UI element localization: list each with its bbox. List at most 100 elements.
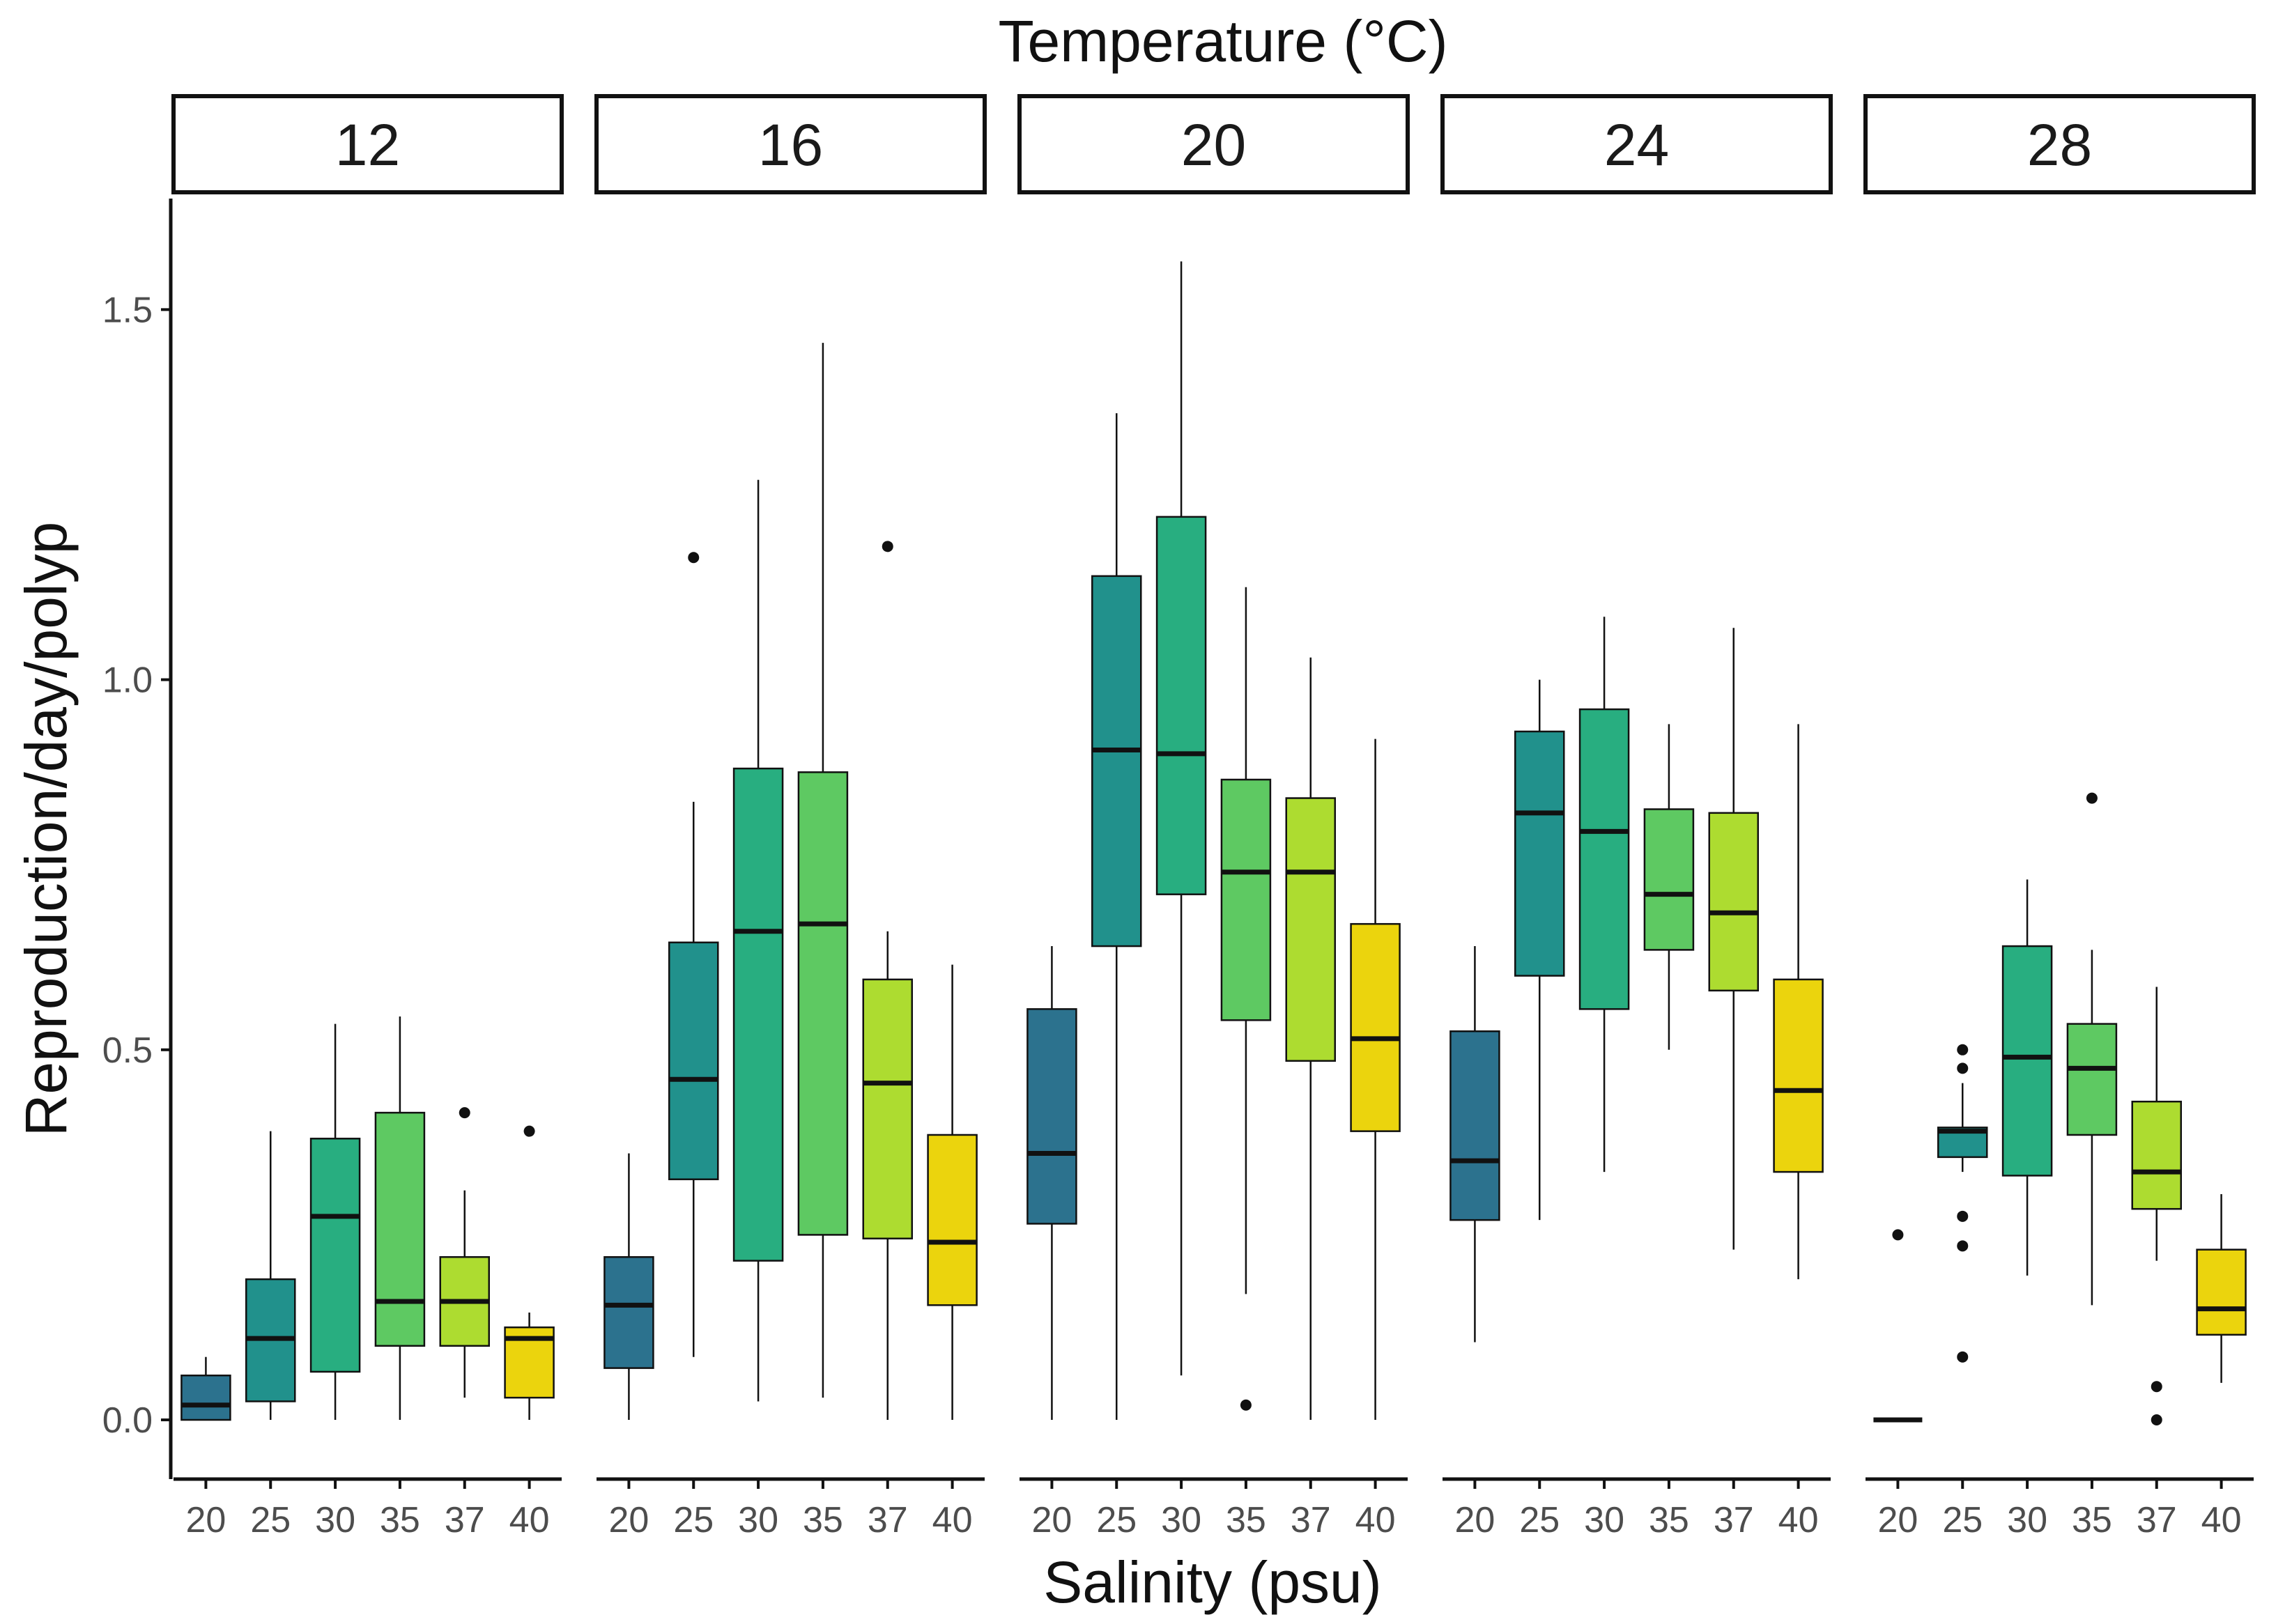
panel-12: 12 20 25 30 35 37 40 (171, 94, 564, 1540)
x-axis-title: Salinity (psu) (1043, 1549, 1382, 1615)
outlier-point (523, 1125, 535, 1137)
outlier-point (1892, 1229, 1904, 1241)
panel-20: 20 20 25 30 35 37 40 (1017, 94, 1410, 1540)
x-tick-label: 35 (1226, 1500, 1266, 1540)
x-tick-label: 40 (932, 1500, 973, 1540)
box-16-37 (862, 541, 913, 1421)
x-tick-label: 20 (608, 1500, 649, 1540)
box-28-30 (2001, 879, 2053, 1276)
x-tick-label: 25 (673, 1500, 714, 1540)
x-tick-label: 37 (2137, 1500, 2177, 1540)
box-iqr (1643, 808, 1695, 951)
outlier-point (459, 1107, 470, 1119)
box-16-20 (603, 1153, 654, 1421)
box-iqr (603, 1256, 654, 1369)
facet-strip (171, 94, 564, 194)
box-28-25 (1937, 1044, 1988, 1363)
panel-24: 24 20 25 30 35 37 40 (1440, 94, 1833, 1540)
box-iqr (1350, 922, 1401, 1132)
x-tick-label: 40 (1778, 1500, 1819, 1540)
x-tick-label: 25 (1096, 1500, 1137, 1540)
panel-28: 28 20 25 30 35 37 40 (1863, 94, 2256, 1540)
facet-strip-label: 12 (335, 112, 400, 178)
x-tick-label: 25 (250, 1500, 291, 1540)
x-tick-label: 25 (1519, 1500, 1560, 1540)
outlier-point (882, 541, 893, 552)
facet-strip-label: 24 (1604, 112, 1669, 178)
outlier-point (1957, 1240, 1969, 1252)
x-tick-label: 30 (2007, 1500, 2047, 1540)
box-iqr (1708, 812, 1759, 992)
box-iqr (927, 1134, 978, 1306)
facet-strip (1440, 94, 1833, 194)
box-iqr (1091, 575, 1142, 948)
x-tick-label: 35 (803, 1500, 843, 1540)
panel-16: 16 20 25 30 35 37 40 (594, 94, 987, 1540)
box-24-37 (1708, 628, 1759, 1250)
box-12-20 (180, 1356, 231, 1421)
outlier-point (1957, 1210, 1969, 1222)
x-tick-label: 30 (315, 1500, 355, 1540)
box-24-40 (1773, 724, 1824, 1280)
box-iqr (2196, 1248, 2247, 1336)
box-16-30 (732, 479, 784, 1402)
box-iqr (732, 767, 784, 1262)
box-16-35 (797, 343, 849, 1398)
box-24-20 (1449, 946, 1500, 1343)
box-28-35 (2066, 792, 2118, 1306)
outlier-point (2151, 1381, 2162, 1393)
box-iqr (374, 1111, 426, 1347)
box-24-35 (1643, 724, 1695, 1050)
box-28-37 (2131, 987, 2182, 1426)
x-tick-label: 40 (509, 1500, 550, 1540)
outlier-point (688, 552, 700, 564)
facet-strip-label: 28 (2027, 112, 2092, 178)
box-12-25 (245, 1131, 296, 1421)
box-iqr (1220, 778, 1272, 1021)
box-iqr (2066, 1023, 2118, 1136)
outlier-point (1957, 1062, 1969, 1074)
box-iqr (797, 771, 849, 1236)
x-tick-label: 40 (2201, 1500, 2242, 1540)
x-tick-label: 37 (445, 1500, 485, 1540)
outlier-point (1957, 1351, 1969, 1363)
y-axis-title: Reproduction/day/polyp (13, 522, 79, 1137)
x-tick-label: 37 (1714, 1500, 1754, 1540)
y-axis: 0.0 0.5 1.0 1.5 (102, 199, 173, 1479)
facet-strip-label: 20 (1181, 112, 1246, 178)
x-tick-label: 20 (1454, 1500, 1495, 1540)
box-20-37 (1285, 657, 1336, 1421)
box-iqr (862, 978, 913, 1239)
x-tick-label: 20 (1877, 1500, 1918, 1540)
box-12-30 (309, 1023, 361, 1421)
facet-strip-label: 16 (758, 112, 823, 178)
box-20-30 (1155, 261, 1207, 1376)
chart-title: Temperature (°C) (998, 8, 1447, 74)
box-iqr (1773, 978, 1824, 1173)
x-tick-label: 30 (738, 1500, 778, 1540)
box-iqr (1514, 730, 1565, 977)
box-iqr (668, 941, 719, 1180)
box-iqr (1449, 1030, 1500, 1221)
facet-panels: 12 20 25 30 35 37 40 16 20 25 30 35 37 40 20 20 25 30 35 37… (171, 94, 2256, 1540)
box-20-35 (1220, 587, 1272, 1411)
box-20-20 (1026, 946, 1077, 1421)
box-28-40 (2196, 1193, 2247, 1383)
x-tick-label: 35 (2072, 1500, 2112, 1540)
box-iqr (2131, 1100, 2182, 1210)
box-iqr (1285, 797, 1336, 1062)
y-tick-label: 1.0 (102, 660, 153, 701)
box-12-35 (374, 1016, 426, 1421)
box-iqr (180, 1375, 231, 1421)
box-24-25 (1514, 679, 1565, 1221)
x-tick-label: 35 (380, 1500, 420, 1540)
box-iqr (1155, 516, 1207, 895)
x-tick-label: 37 (1291, 1500, 1331, 1540)
y-tick-label: 1.5 (102, 290, 153, 330)
outlier-point (1240, 1399, 1252, 1411)
box-iqr (2001, 945, 2053, 1177)
x-tick-label: 20 (1031, 1500, 1072, 1540)
facet-strip (594, 94, 987, 194)
box-24-30 (1578, 617, 1630, 1173)
x-tick-label: 30 (1584, 1500, 1624, 1540)
